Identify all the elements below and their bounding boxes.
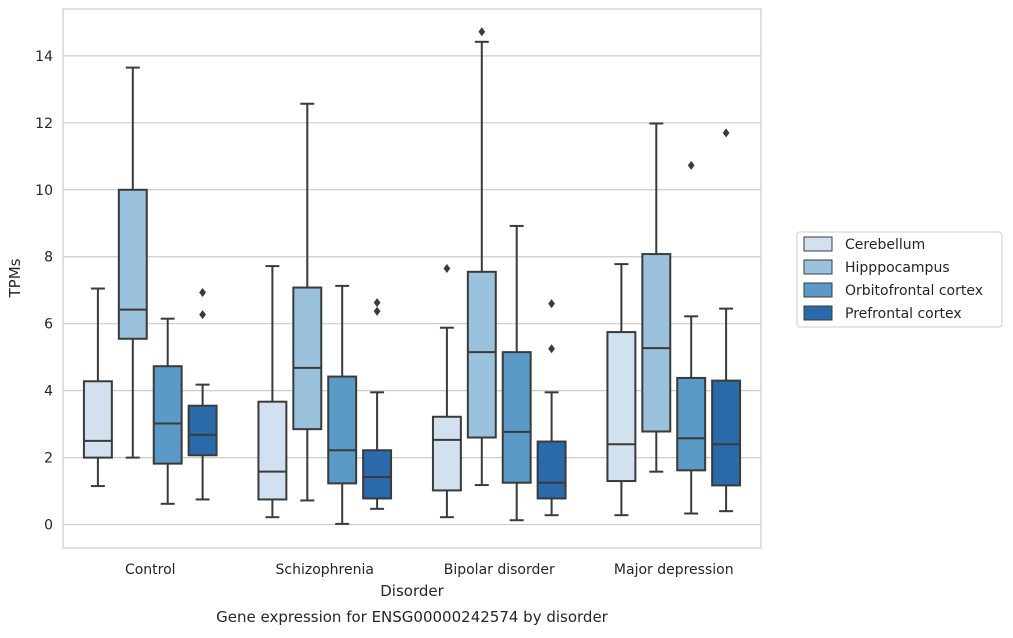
box-iqr bbox=[431, 415, 462, 492]
plot-frame bbox=[62, 8, 762, 549]
box-iqr bbox=[536, 440, 567, 500]
x-tick-labels: Control Schizophrenia Bipolar disorder Majo… bbox=[125, 562, 734, 578]
box-iqr bbox=[82, 380, 113, 459]
boxes bbox=[82, 27, 742, 525]
box-group bbox=[187, 288, 218, 501]
box-iqr bbox=[152, 365, 183, 465]
outlier-point bbox=[373, 306, 381, 316]
legend: Cerebellum Hipppocampus Orbitofrontal cort… bbox=[796, 231, 1003, 328]
box-group bbox=[466, 27, 497, 487]
legend-label: Prefrontal cortex bbox=[845, 306, 962, 322]
box-group bbox=[82, 287, 113, 488]
y-tick-label: 8 bbox=[44, 250, 53, 266]
box-group bbox=[501, 224, 532, 522]
box-group bbox=[257, 265, 288, 519]
y-tick-label: 14 bbox=[35, 49, 53, 65]
box-iqr bbox=[327, 375, 358, 485]
box-iqr bbox=[641, 253, 672, 433]
box-group bbox=[362, 298, 393, 510]
outlier-point bbox=[722, 128, 730, 138]
box-group bbox=[292, 102, 323, 502]
outlier-point bbox=[548, 344, 555, 354]
box-group bbox=[117, 66, 148, 459]
outlier-point bbox=[199, 310, 206, 320]
y-axis-label: TPMs bbox=[6, 258, 24, 298]
y-tick-label: 4 bbox=[44, 384, 53, 400]
outlier-point bbox=[199, 288, 206, 298]
y-tick-label: 0 bbox=[44, 518, 53, 534]
x-tick-label: Control bbox=[125, 562, 176, 578]
box-group bbox=[327, 284, 358, 525]
x-tick-label: Bipolar disorder bbox=[444, 562, 555, 578]
legend-swatch bbox=[803, 282, 833, 298]
y-tick-labels: 0 2 4 6 8 10 12 14 bbox=[35, 49, 53, 534]
box-iqr bbox=[362, 449, 393, 500]
box-iqr bbox=[676, 376, 707, 472]
box-group bbox=[431, 263, 462, 519]
x-axis-label: Disorder bbox=[380, 582, 444, 600]
outlier-point bbox=[373, 298, 381, 308]
box-iqr bbox=[711, 379, 742, 487]
box-iqr bbox=[257, 400, 288, 501]
x-tick-label: Schizophrenia bbox=[276, 562, 374, 578]
box-iqr bbox=[117, 188, 148, 340]
outlier-point bbox=[478, 27, 486, 37]
y-tick-label: 2 bbox=[44, 451, 53, 467]
box-group bbox=[152, 317, 183, 505]
box-group bbox=[641, 122, 672, 473]
outlier-point bbox=[548, 299, 555, 309]
legend-swatch bbox=[803, 236, 833, 252]
legend-label: Cerebellum bbox=[845, 237, 925, 253]
outlier-point bbox=[687, 160, 695, 170]
y-tick-label: 6 bbox=[44, 317, 53, 333]
box-group bbox=[606, 263, 637, 517]
chart-caption: Gene expression for ENSG00000242574 by d… bbox=[216, 608, 609, 626]
legend-label: Hipppocampus bbox=[845, 260, 950, 276]
box-iqr bbox=[187, 404, 218, 457]
x-tick-label: Major depression bbox=[614, 562, 734, 578]
box-iqr bbox=[466, 270, 497, 439]
legend-swatch bbox=[803, 259, 833, 275]
box-iqr bbox=[606, 331, 637, 483]
legend-frame bbox=[796, 231, 1003, 328]
box-group bbox=[711, 128, 742, 513]
box-iqr bbox=[292, 286, 323, 431]
y-tick-label: 12 bbox=[35, 116, 53, 132]
outlier-point bbox=[443, 263, 451, 273]
legend-swatch bbox=[803, 305, 833, 321]
y-tick-label: 10 bbox=[35, 183, 53, 199]
box-group bbox=[536, 299, 567, 517]
box-iqr bbox=[501, 351, 532, 484]
legend-label: Orbitofrontal cortex bbox=[845, 283, 983, 299]
box-group bbox=[676, 160, 707, 515]
